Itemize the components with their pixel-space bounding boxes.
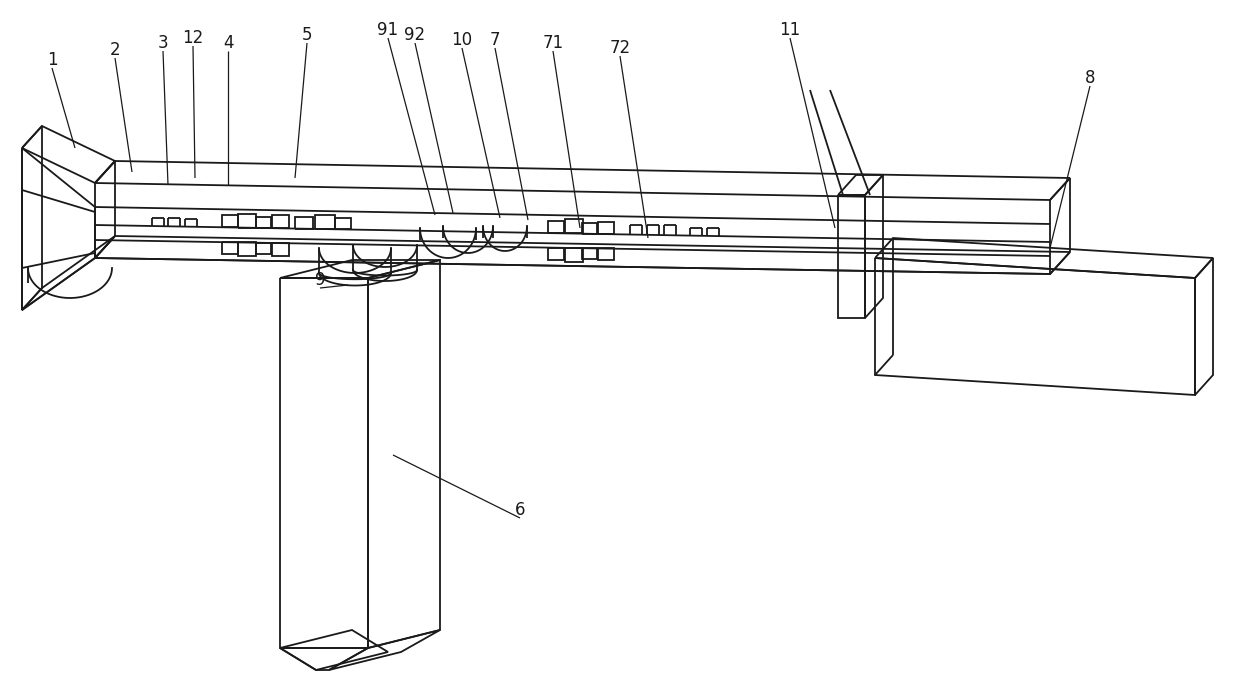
Text: 91: 91 — [377, 21, 398, 39]
Text: 8: 8 — [1085, 69, 1095, 87]
Text: 72: 72 — [609, 39, 631, 57]
Text: 3: 3 — [157, 34, 169, 52]
Text: 5: 5 — [301, 26, 312, 44]
Text: 11: 11 — [780, 21, 801, 39]
Text: 71: 71 — [542, 34, 563, 52]
Text: 92: 92 — [404, 26, 425, 44]
Text: 2: 2 — [109, 41, 120, 59]
Text: 6: 6 — [515, 501, 526, 519]
Text: 4: 4 — [223, 34, 233, 52]
Text: 7: 7 — [490, 31, 500, 49]
Text: 12: 12 — [182, 29, 203, 47]
Text: 9: 9 — [315, 271, 325, 289]
Text: 10: 10 — [451, 31, 472, 49]
Text: 1: 1 — [47, 51, 57, 69]
